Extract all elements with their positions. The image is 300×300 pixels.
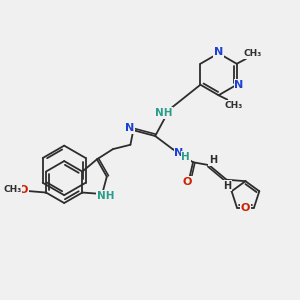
Text: CH₃: CH₃ [225, 101, 243, 110]
Text: O: O [241, 202, 250, 212]
Text: H: H [209, 155, 217, 165]
Text: NH: NH [155, 108, 173, 118]
Text: NH: NH [97, 191, 115, 201]
Text: H: H [223, 181, 231, 190]
Text: CH₃: CH₃ [243, 49, 262, 58]
Text: H: H [182, 152, 190, 162]
Text: O: O [182, 177, 192, 187]
Text: O: O [19, 185, 28, 196]
Text: N: N [214, 47, 223, 57]
Text: N: N [125, 123, 134, 133]
Text: N: N [234, 80, 244, 90]
Text: CH₃: CH₃ [3, 185, 22, 194]
Text: N: N [174, 148, 184, 158]
